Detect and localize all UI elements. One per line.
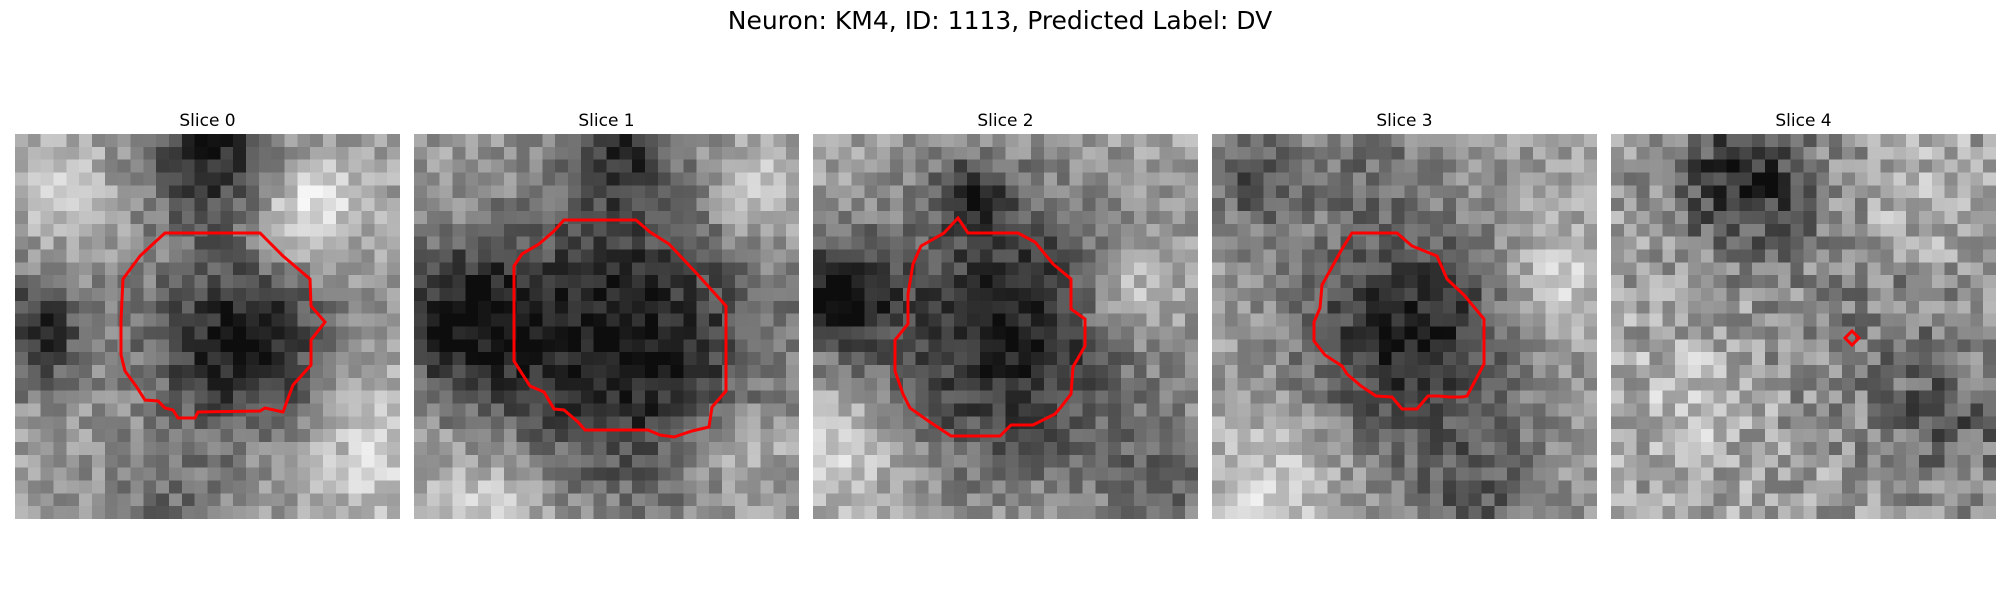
figure-title: Neuron: KM4, ID: 1113, Predicted Label: …: [0, 6, 2000, 35]
slice-title: Slice 0: [15, 108, 400, 134]
slice-title: Slice 2: [813, 108, 1198, 134]
segmentation-contour: [813, 134, 1198, 519]
slice-panel-4: Slice 4: [1611, 108, 1996, 134]
slice-panel-3: Slice 3: [1212, 108, 1597, 134]
slice-image: [1212, 134, 1597, 519]
slice-panel-0: Slice 0: [15, 108, 400, 134]
segmentation-contour: [1212, 134, 1597, 519]
slice-image: [813, 134, 1198, 519]
segmentation-contour: [414, 134, 799, 519]
slice-panel-2: Slice 2: [813, 108, 1198, 134]
segmentation-contour: [1611, 134, 1996, 519]
slice-panel-1: Slice 1: [414, 108, 799, 134]
slice-image: [414, 134, 799, 519]
slice-image: [15, 134, 400, 519]
segmentation-contour: [15, 134, 400, 519]
slice-title: Slice 4: [1611, 108, 1996, 134]
slice-title: Slice 3: [1212, 108, 1597, 134]
slice-image: [1611, 134, 1996, 519]
slice-title: Slice 1: [414, 108, 799, 134]
